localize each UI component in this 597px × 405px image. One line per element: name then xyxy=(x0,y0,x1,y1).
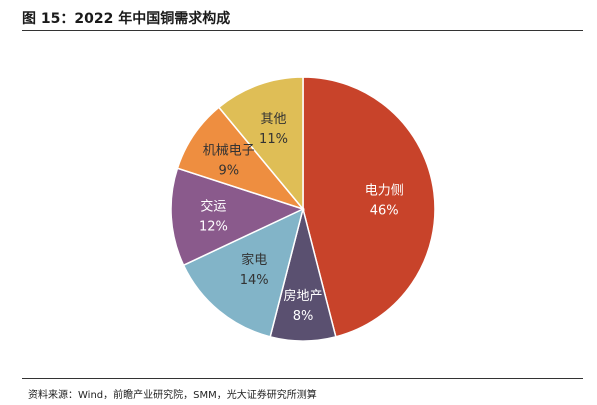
slice-label-3: 家电 xyxy=(241,252,267,268)
source-divider xyxy=(22,378,583,379)
pie-labels: 电力侧 46% 房地产 8% 家电 14% 交运 12% 机械电子 9% 其他 11% xyxy=(199,112,404,324)
slice-label-1: 电力侧 xyxy=(365,184,404,199)
slice-label-2: 房地产 xyxy=(283,288,322,304)
slice-label-6: 其他 xyxy=(260,112,286,127)
slice-value-4: 12% xyxy=(199,220,228,235)
slice-value-2: 8% xyxy=(293,309,314,324)
pie-slice-6 xyxy=(217,76,304,212)
slice-label-5: 机械电子 xyxy=(203,144,255,159)
slice-label-4: 交运 xyxy=(200,199,226,215)
slice-value-3: 14% xyxy=(240,273,269,288)
pie-slices xyxy=(170,76,436,342)
chart-title: 图 15：2022 年中国铜需求构成 xyxy=(22,11,231,27)
slice-value-1: 46% xyxy=(370,204,399,219)
source-note: 资料来源：Wind，前瞻产业研究院，SMM，光大证券研究所测算 xyxy=(28,390,317,401)
pie-slice-1 xyxy=(302,76,436,338)
title-divider xyxy=(22,30,583,31)
pie-slice-4 xyxy=(170,167,306,267)
slice-value-6: 11% xyxy=(259,132,288,147)
pie-slice-3 xyxy=(182,207,305,338)
slice-value-5: 9% xyxy=(218,164,239,179)
